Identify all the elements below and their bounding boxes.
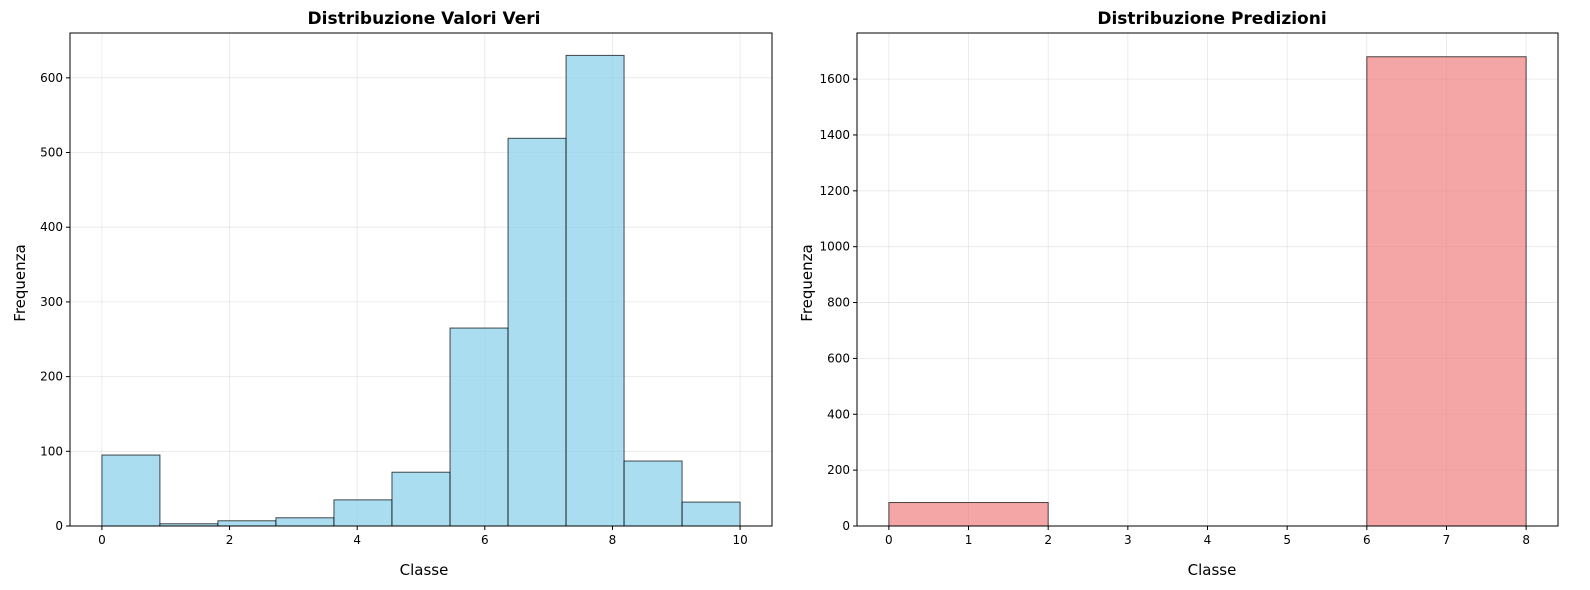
histogram-bar xyxy=(449,327,509,527)
y-tick-label: 400 xyxy=(827,407,850,421)
x-tick-label: 2 xyxy=(226,533,234,547)
x-tick-label: 4 xyxy=(353,533,361,547)
histogram-bar xyxy=(1366,56,1527,527)
histogram-bar xyxy=(565,54,625,527)
x-tick-label: 0 xyxy=(98,533,106,547)
histogram-bar xyxy=(623,460,683,527)
histogram-bar xyxy=(333,499,393,527)
y-tick-label: 800 xyxy=(827,296,850,310)
y-tick-label: 1400 xyxy=(819,128,850,142)
y-axis-label: Frequenza xyxy=(798,244,816,321)
chart-true-values: Distribuzione Valori Veri Classe Frequen… xyxy=(11,9,773,579)
x-tick-label: 8 xyxy=(1522,533,1530,547)
x-tick-label: 1 xyxy=(965,533,973,547)
x-tick-label: 3 xyxy=(1124,533,1132,547)
y-tick-label: 600 xyxy=(827,351,850,365)
histogram-bar xyxy=(275,517,335,527)
x-axis-ticks: 0 2 4 6 8 10 xyxy=(98,526,748,547)
x-tick-label: 10 xyxy=(732,533,747,547)
y-tick-label: 0 xyxy=(55,519,63,533)
x-tick-label: 5 xyxy=(1283,533,1291,547)
y-tick-label: 100 xyxy=(40,444,63,458)
histogram-bar xyxy=(888,502,1049,527)
grid xyxy=(857,33,1558,527)
y-tick-label: 1200 xyxy=(819,184,850,198)
chart-title: Distribuzione Valori Veri xyxy=(308,9,541,29)
y-tick-label: 500 xyxy=(40,146,63,160)
x-tick-label: 8 xyxy=(609,533,617,547)
y-axis-ticks: 0 200 400 600 800 1000 1200 1400 1600 xyxy=(819,72,857,533)
x-tick-label: 2 xyxy=(1044,533,1052,547)
grid xyxy=(70,33,772,527)
x-tick-label: 6 xyxy=(481,533,489,547)
x-axis-label: Classe xyxy=(400,561,449,579)
histogram-bar xyxy=(217,520,277,527)
bars xyxy=(101,54,741,527)
y-tick-label: 200 xyxy=(827,463,850,477)
y-axis-label: Frequenza xyxy=(11,244,29,321)
y-tick-label: 1600 xyxy=(819,72,850,86)
y-tick-label: 300 xyxy=(40,295,63,309)
y-axis-ticks: 0 100 200 300 400 500 600 xyxy=(40,71,70,533)
x-tick-label: 7 xyxy=(1443,533,1451,547)
x-tick-label: 6 xyxy=(1363,533,1371,547)
x-tick-label: 0 xyxy=(885,533,893,547)
plot-frame xyxy=(69,32,773,527)
x-tick-label: 4 xyxy=(1204,533,1212,547)
y-tick-label: 200 xyxy=(40,370,63,384)
y-tick-label: 1000 xyxy=(819,240,850,254)
histogram-bar xyxy=(681,501,741,527)
chart-predictions: Distribuzione Predizioni Classe Frequenz… xyxy=(798,9,1559,579)
y-tick-label: 400 xyxy=(40,220,63,234)
histogram-bar xyxy=(391,471,451,527)
chart-title: Distribuzione Predizioni xyxy=(1097,9,1326,29)
y-tick-label: 600 xyxy=(40,71,63,85)
y-tick-label: 0 xyxy=(842,519,850,533)
x-axis-ticks: 0 1 2 3 4 5 6 7 8 xyxy=(885,526,1530,547)
histogram-bar xyxy=(507,137,567,527)
x-axis-label: Classe xyxy=(1188,561,1237,579)
histogram-bar xyxy=(101,454,161,527)
bars xyxy=(888,56,1527,527)
